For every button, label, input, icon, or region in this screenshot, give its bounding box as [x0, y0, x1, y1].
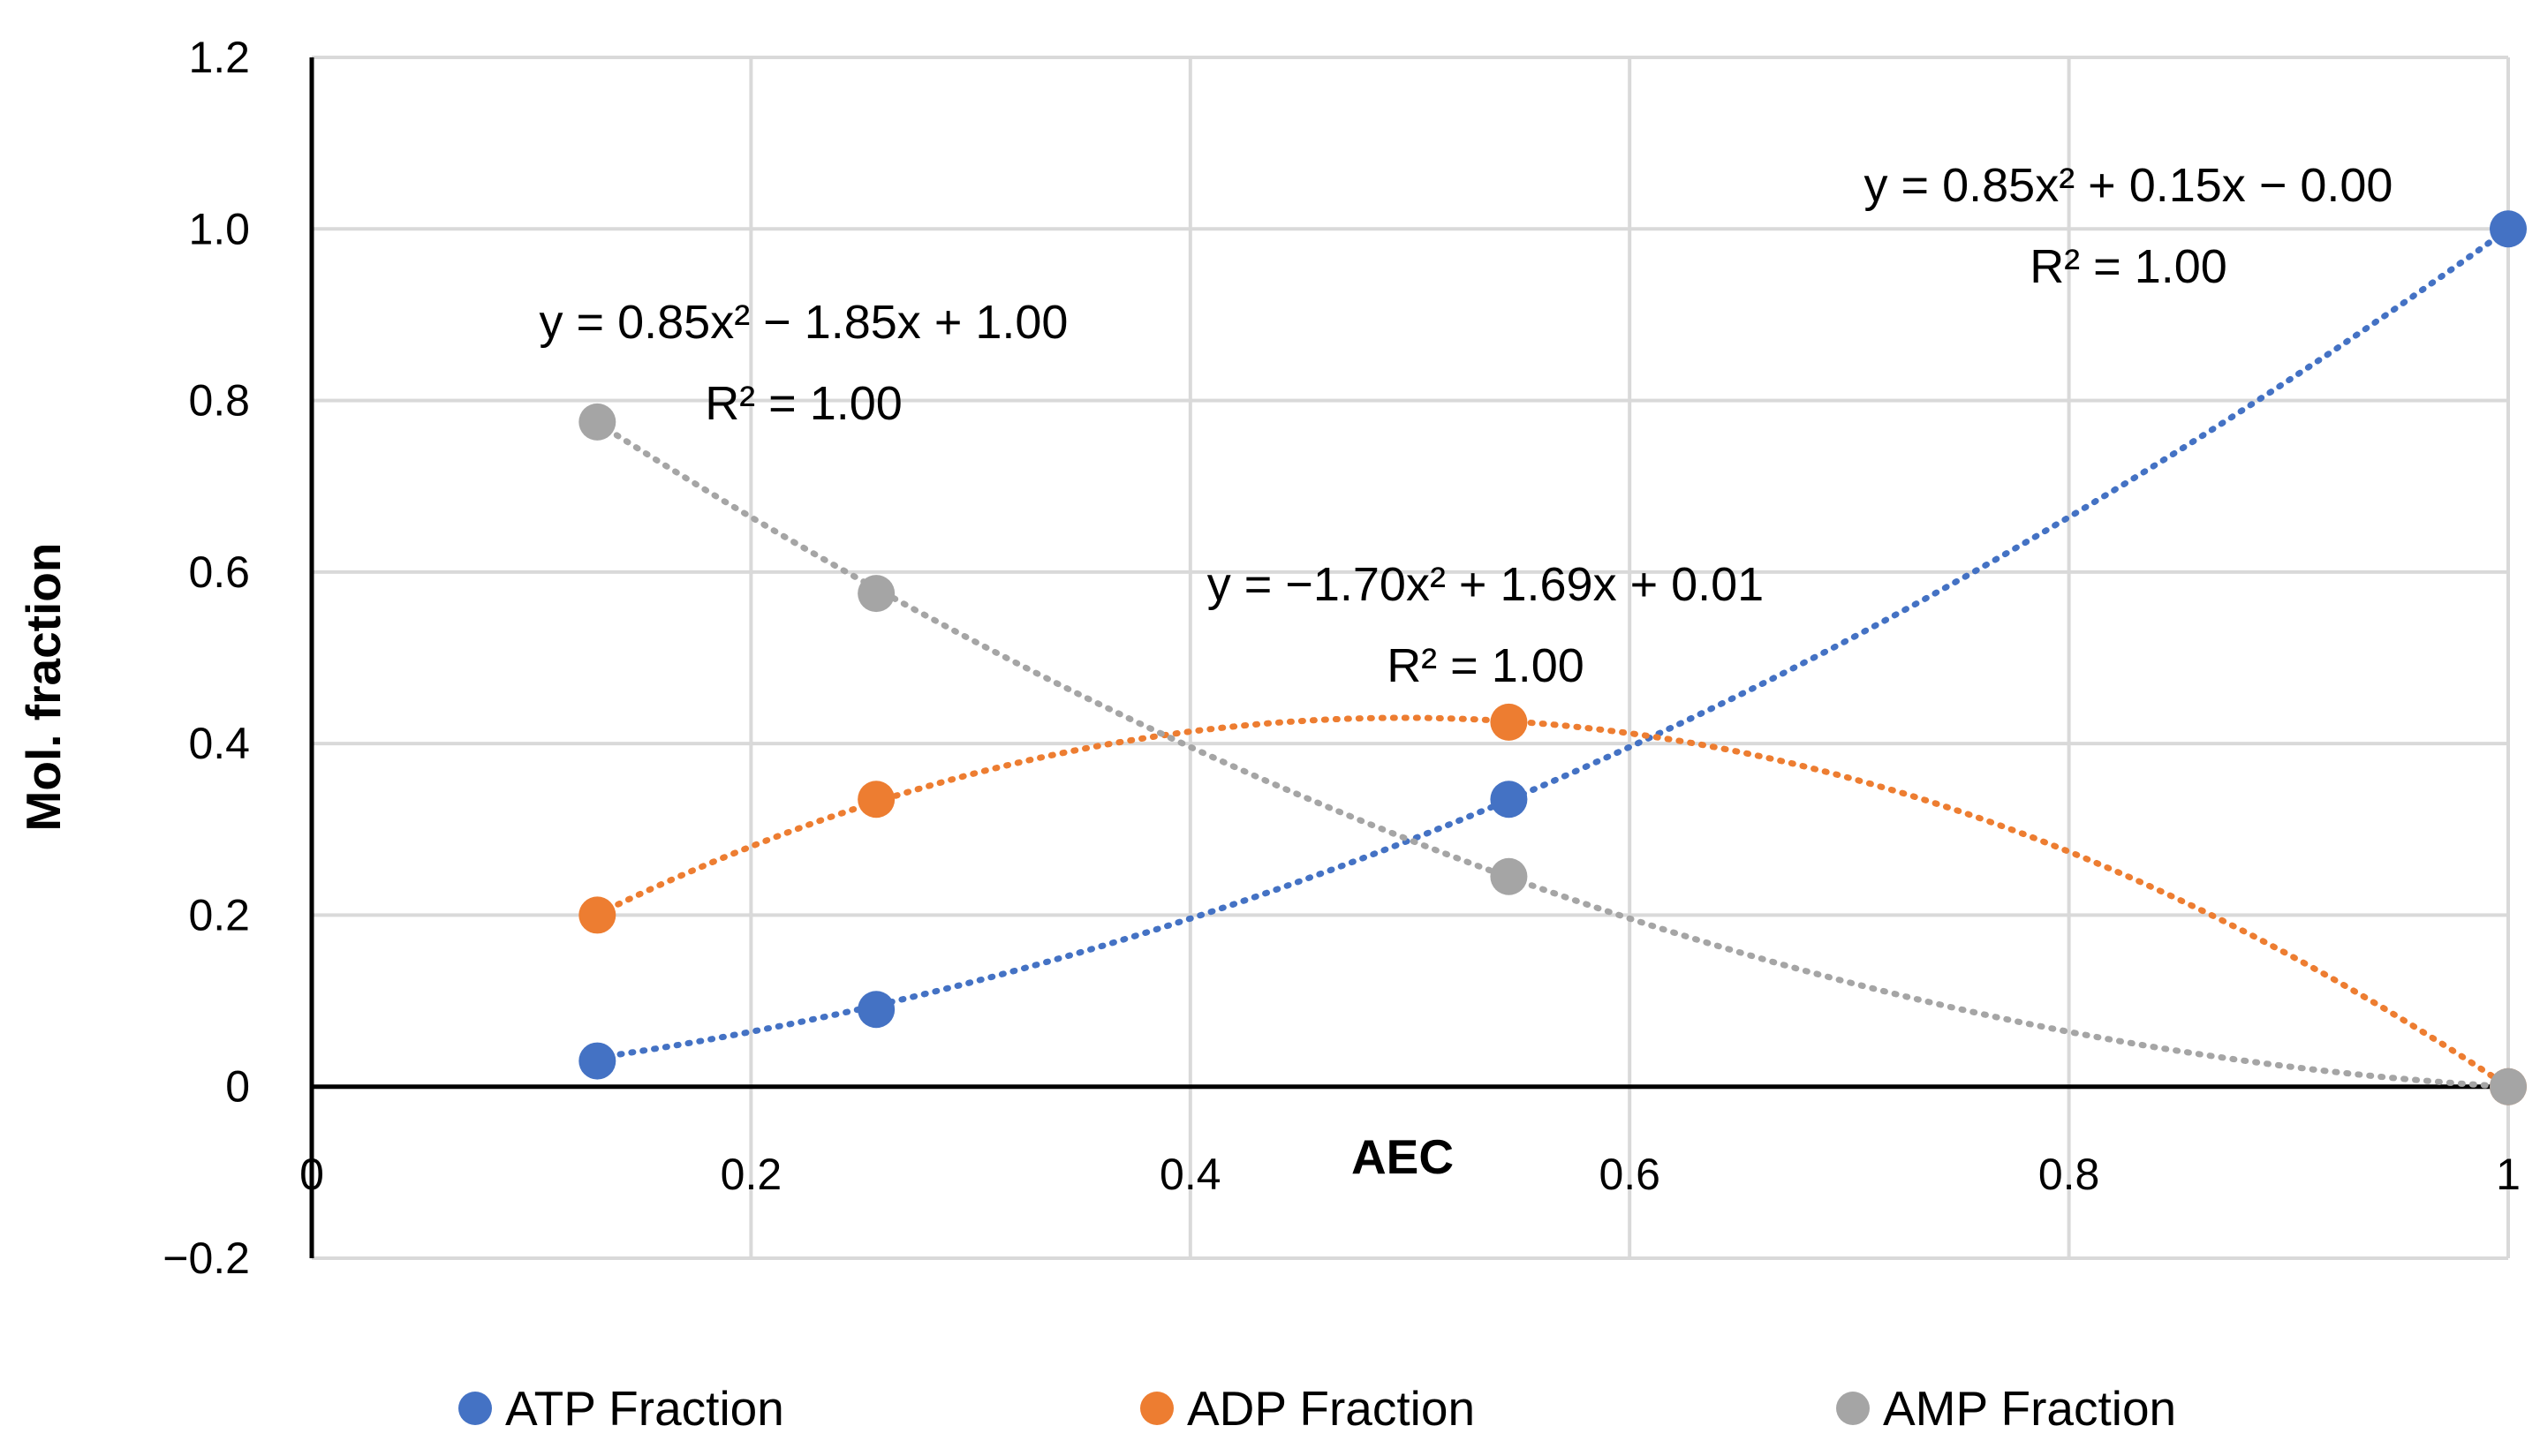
- x-tick-label: 0: [299, 1150, 324, 1199]
- x-tick-label: 0.2: [721, 1150, 782, 1199]
- trendlines: [593, 225, 2512, 1090]
- point-amp-fraction: [2490, 1067, 2527, 1105]
- point-amp-fraction: [578, 403, 616, 441]
- point-atp-fraction: [578, 1042, 616, 1080]
- axes: [309, 57, 2508, 1258]
- grid: [312, 56, 2510, 1260]
- y-tick-label: 1.2: [188, 33, 250, 82]
- legend-label-atp: ATP Fraction: [505, 1381, 784, 1436]
- tick-labels: −0.2 0 0.2 0.4 0.6 0.8 1.0 1.2 0 0.2 0.4 0.6 0.8 1: [163, 33, 2521, 1283]
- data-points: [578, 210, 2527, 1105]
- legend-marker-amp: [1836, 1392, 1870, 1425]
- y-tick-label: −0.2: [163, 1233, 250, 1283]
- point-atp-fraction: [858, 991, 896, 1029]
- point-amp-fraction: [858, 575, 896, 613]
- atp-trendline-r2: R² = 1.00: [2030, 240, 2227, 293]
- legend-marker-atp: [458, 1392, 492, 1425]
- adp-trendline-r2: R² = 1.00: [1387, 639, 1584, 692]
- point-adp-fraction: [1490, 703, 1528, 741]
- legend-item-adp[interactable]: ADP Fraction: [1140, 1381, 1475, 1436]
- x-tick-label: 0.4: [1160, 1150, 1221, 1199]
- y-tick-label: 0.8: [188, 376, 250, 426]
- legend: ATP Fraction ADP Fraction AMP Fraction: [458, 1381, 2176, 1436]
- trendline-amp-fraction: [593, 419, 2512, 1090]
- point-adp-fraction: [858, 781, 896, 819]
- point-atp-fraction: [2490, 210, 2527, 248]
- point-adp-fraction: [578, 896, 616, 934]
- x-axis-title: AEC: [1351, 1129, 1454, 1184]
- adp-trendline-equation: y = −1.70x² + 1.69x + 0.01: [1207, 558, 1764, 611]
- y-axis-title: Mol. fraction: [16, 543, 71, 832]
- legend-item-atp[interactable]: ATP Fraction: [458, 1381, 784, 1436]
- y-tick-label: 0.4: [188, 719, 250, 768]
- legend-label-adp: ADP Fraction: [1187, 1381, 1475, 1436]
- point-amp-fraction: [1490, 857, 1528, 895]
- x-tick-label: 1: [2496, 1150, 2521, 1199]
- y-tick-label: 0.2: [188, 890, 250, 939]
- amp-trendline-r2: R² = 1.00: [705, 377, 903, 430]
- point-atp-fraction: [1490, 781, 1528, 819]
- amp-trendline-equation: y = 0.85x² − 1.85x + 1.00: [540, 296, 1069, 349]
- legend-item-amp[interactable]: AMP Fraction: [1836, 1381, 2176, 1436]
- y-tick-label: 0.6: [188, 547, 250, 597]
- y-tick-label: 1.0: [188, 204, 250, 253]
- x-tick-label: 0.8: [2038, 1150, 2100, 1199]
- trendline-atp-fraction: [593, 225, 2512, 1061]
- trendline-adp-fraction: [593, 714, 2512, 1090]
- y-tick-label: 0: [225, 1062, 250, 1112]
- legend-marker-adp: [1140, 1392, 1174, 1425]
- legend-label-amp: AMP Fraction: [1883, 1381, 2176, 1436]
- atp-trendline-equation: y = 0.85x² + 0.15x − 0.00: [1864, 159, 2393, 212]
- x-tick-label: 0.6: [1599, 1150, 1660, 1199]
